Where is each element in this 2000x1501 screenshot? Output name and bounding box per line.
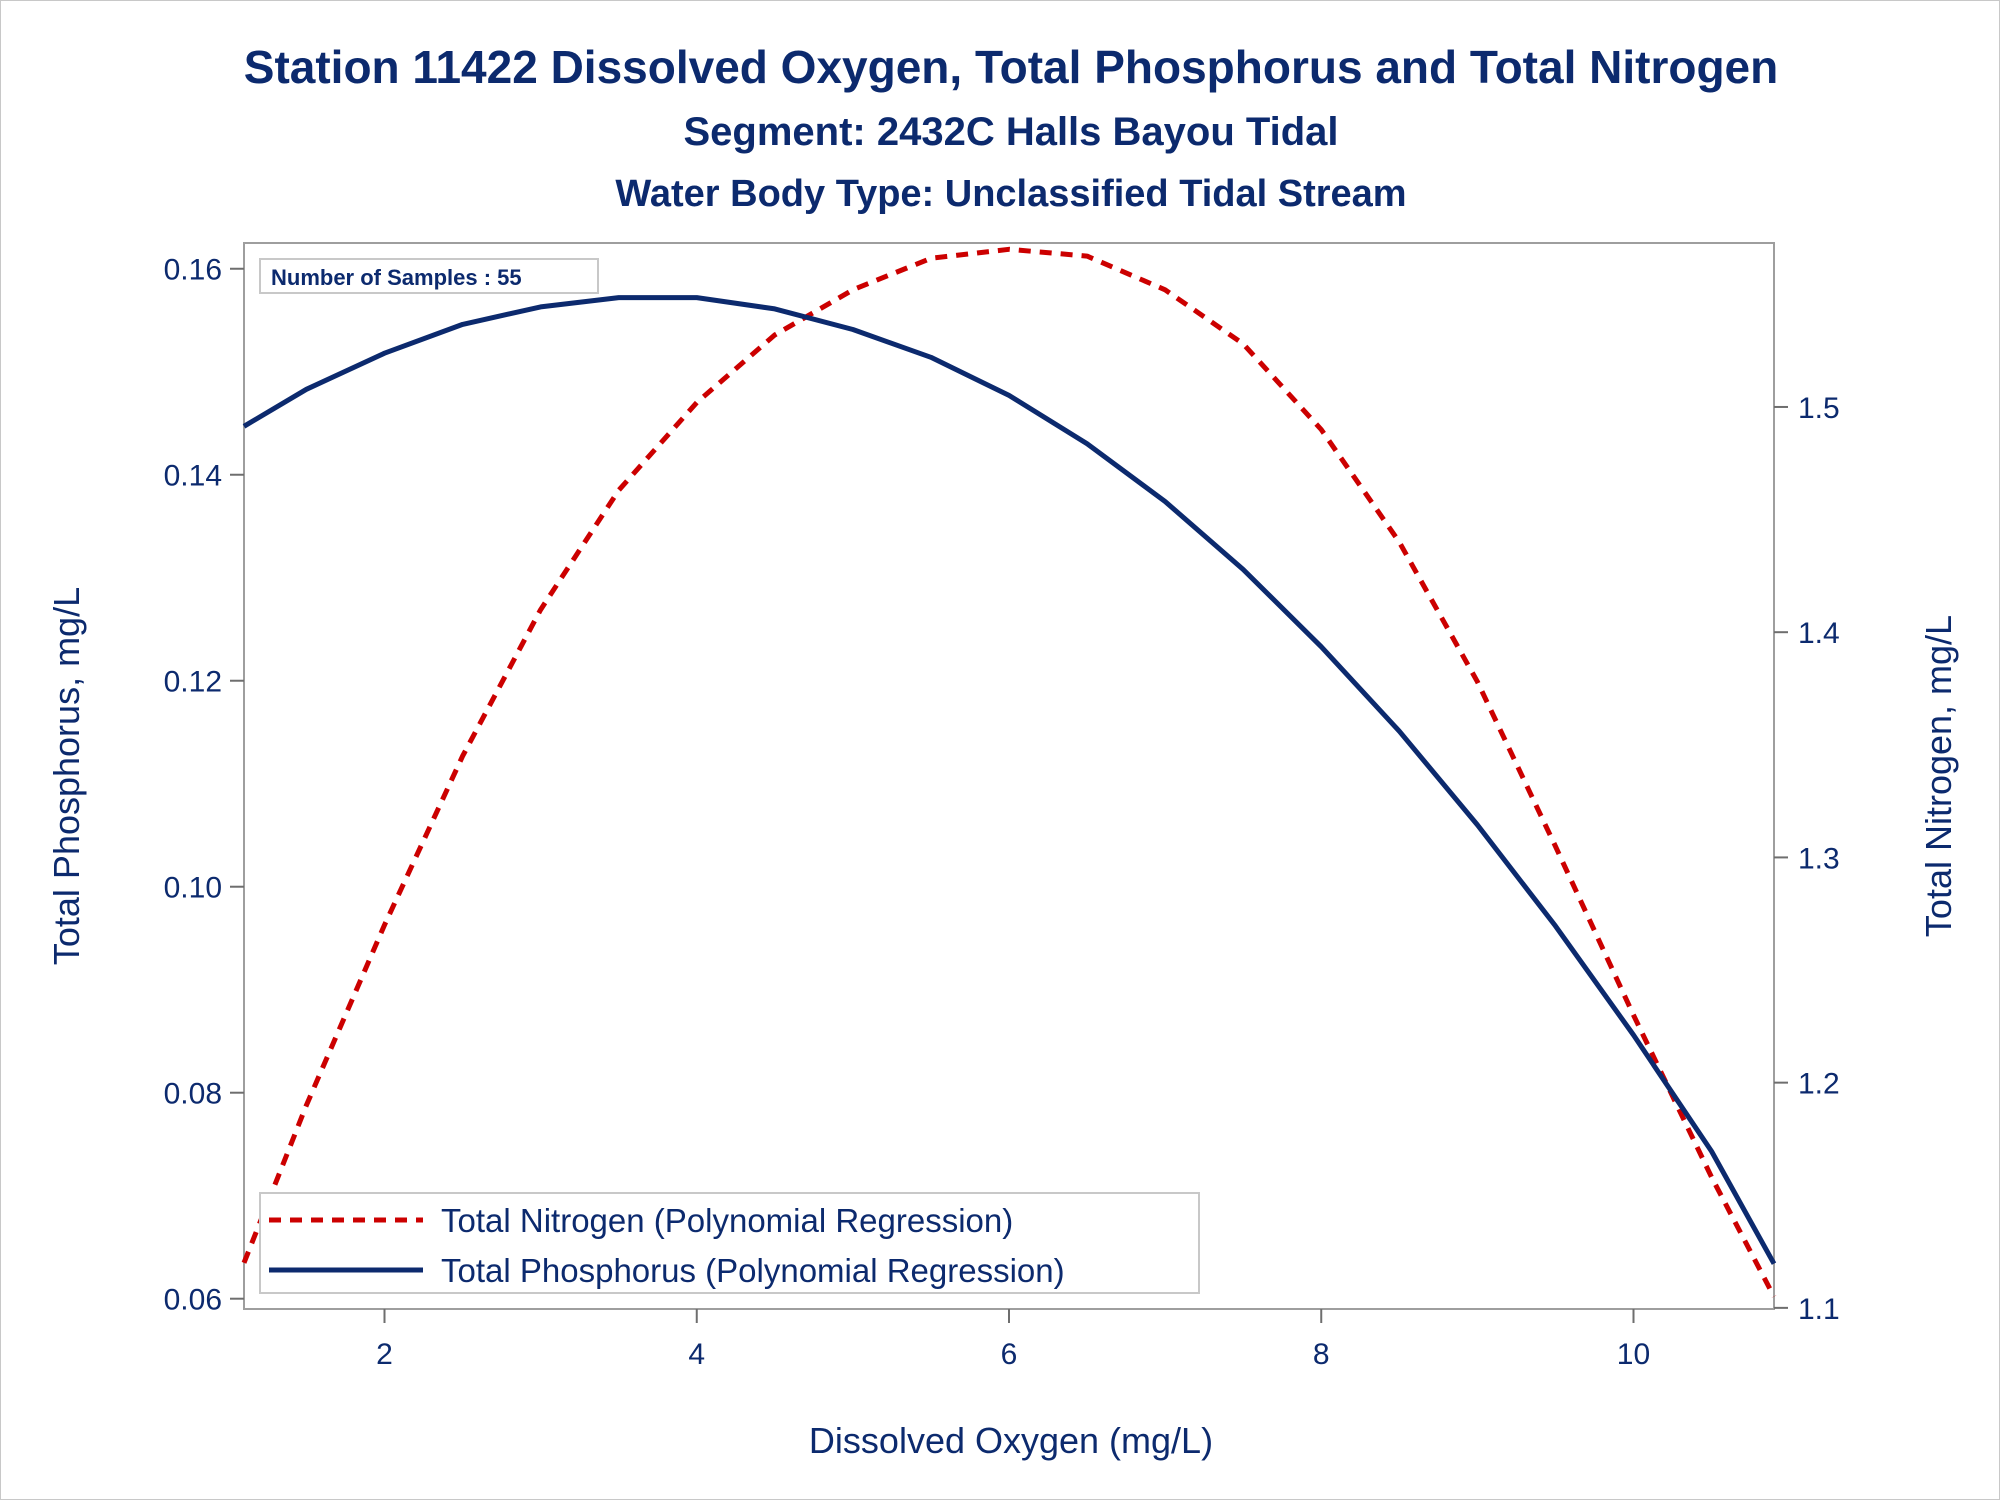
legend [259,1192,1200,1294]
chart-subtitle-2: Water Body Type: Unclassified Tidal Stre… [615,173,1406,215]
y2-tick-label: 1.1 [1798,1293,1840,1326]
y-tick-label: 0.10 [164,872,222,905]
x-tick-label: 10 [1617,1338,1650,1371]
y-tick-label: 0.12 [164,666,222,699]
y2-tick-label: 1.5 [1798,392,1840,425]
chart-subtitle: Segment: 2432C Halls Bayou Tidal [683,110,1338,154]
series-line-total-nitrogen [241,246,1777,1298]
x-tick-label: 6 [1001,1338,1018,1371]
chart-title: Station 11422 Dissolved Oxygen, Total Ph… [244,41,1778,93]
legend-label-phosphorus: Total Phosphorus (Polynomial Regression) [441,1252,1065,1289]
y-tick-label: 0.08 [164,1078,222,1111]
y2-tick-label: 1.4 [1798,617,1840,650]
series-line-total-phosphorus [242,295,1777,1265]
x-tick-label: 8 [1313,1338,1330,1371]
x-tick-label: 2 [376,1338,393,1371]
y2-tick-label: 1.3 [1798,842,1840,875]
y-axis-label: Total Phosphorus, mg/L [46,587,87,965]
y2-axis-label: Total Nitrogen, mg/L [1918,615,1959,937]
y-tick-label: 0.16 [164,254,222,287]
y2-tick-label: 1.2 [1798,1068,1840,1101]
sample-count-box [259,258,599,294]
x-axis-label: Dissolved Oxygen (mg/L) [809,1420,1213,1461]
sample-count-annotation: Number of Samples : 55 [271,265,522,290]
x-tick-label: 4 [688,1338,705,1371]
legend-label-nitrogen: Total Nitrogen (Polynomial Regression) [441,1202,1013,1239]
y-tick-label: 0.06 [164,1284,222,1317]
series-group [241,246,1777,1298]
axis-ticks: 2 4 6 8 10 0.06 0.08 0.10 0.12 0.14 0.16 1.1 1.2 1.3 1… [164,254,1840,1371]
y-tick-label: 0.14 [164,460,222,493]
plot-area [243,242,1775,1310]
